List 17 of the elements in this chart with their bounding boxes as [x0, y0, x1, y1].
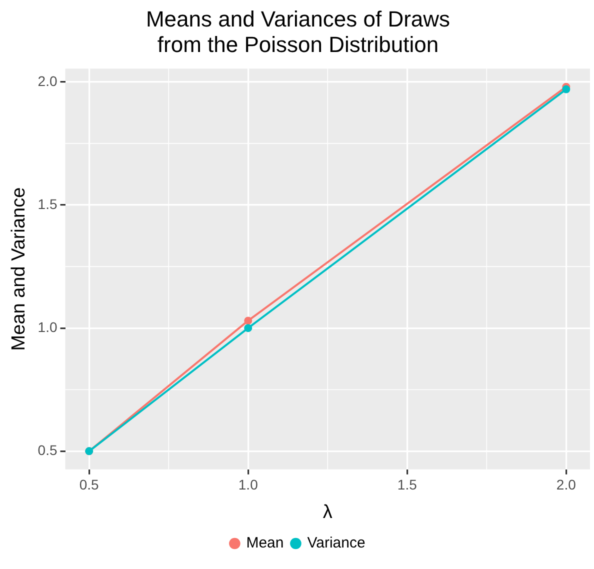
y-axis-title: Mean and Variance	[8, 187, 30, 351]
y-tick-label: 0.5	[38, 442, 58, 458]
x-tick-label: 0.5	[79, 476, 100, 493]
x-tick-label: 1.0	[238, 476, 258, 493]
x-tick-label: 1.5	[397, 476, 418, 493]
x-axis-title: λ	[322, 502, 333, 523]
legend-label: Mean	[246, 534, 284, 552]
y-tick-label: 1.5	[38, 196, 58, 212]
point	[244, 316, 252, 325]
text: Means and Variances of Draws	[146, 6, 450, 32]
text: from the Poisson Distribution	[157, 32, 439, 58]
legend-label: Variance	[307, 534, 366, 552]
point	[562, 85, 570, 94]
y-tick-label: 1.0	[38, 318, 58, 335]
point	[244, 324, 252, 332]
y-tick-label: 2.0	[38, 72, 58, 89]
x-tick-label: 2.0	[556, 476, 576, 493]
